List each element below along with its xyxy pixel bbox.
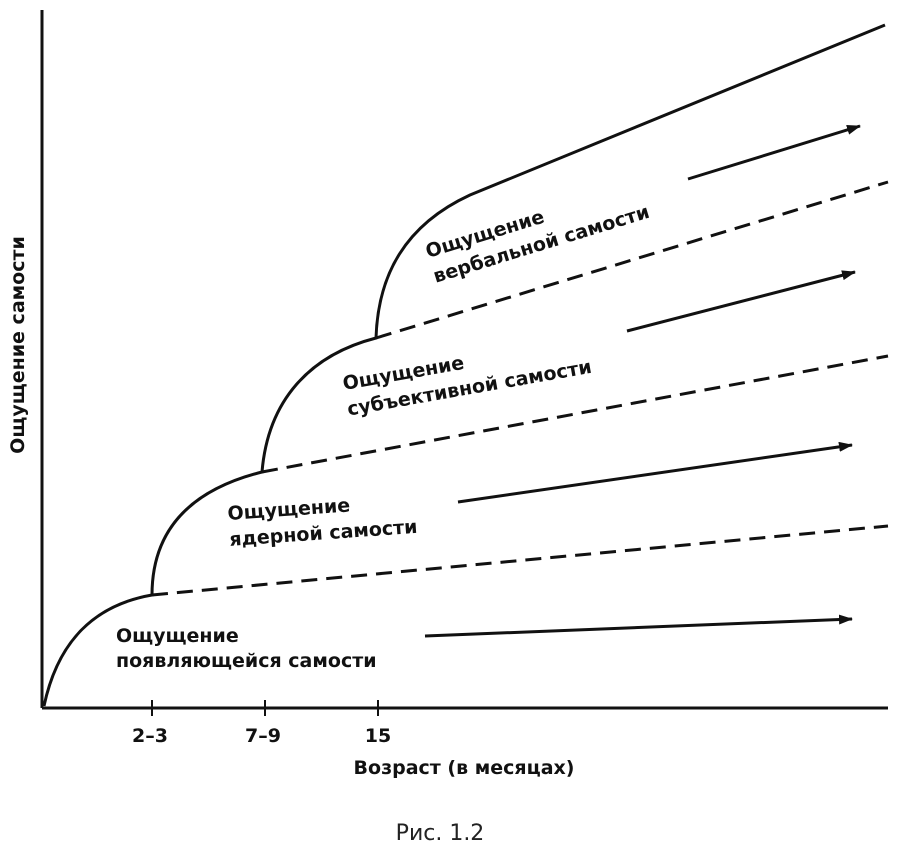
- y-axis-title: Ощущение самости: [7, 236, 29, 454]
- stage-emergent-line1: Ощущение: [116, 625, 239, 647]
- arrow-emergent: [424, 614, 853, 638]
- tick-label-15: 15: [365, 725, 391, 747]
- sense-of-self-curve: [42, 23, 886, 707]
- stage-emergent-line2: появляющейся самости: [116, 650, 377, 672]
- stage-label-core: Ощущение ядерной самости: [227, 494, 418, 550]
- arrow-core: [457, 441, 853, 504]
- figure-caption: Рис. 1.2: [396, 821, 485, 846]
- boundary-core-subjective: [261, 354, 889, 474]
- arrow-subjective: [626, 270, 856, 333]
- stage-label-subjective: Ощущение субъективной самости: [341, 352, 593, 421]
- arrow-verbal: [687, 124, 861, 181]
- x-axis-title: Возраст (в месяцах): [354, 757, 575, 779]
- tick-label-7-9: 7–9: [245, 725, 281, 747]
- stage-label-emergent: Ощущение появляющейся самости: [116, 625, 377, 672]
- stage-label-verbal: Ощущение вербальной самости: [423, 201, 652, 288]
- tick-label-2-3: 2–3: [132, 725, 168, 747]
- stage-core-line1: Ощущение: [227, 494, 351, 525]
- boundary-subjective-verbal: [375, 180, 889, 340]
